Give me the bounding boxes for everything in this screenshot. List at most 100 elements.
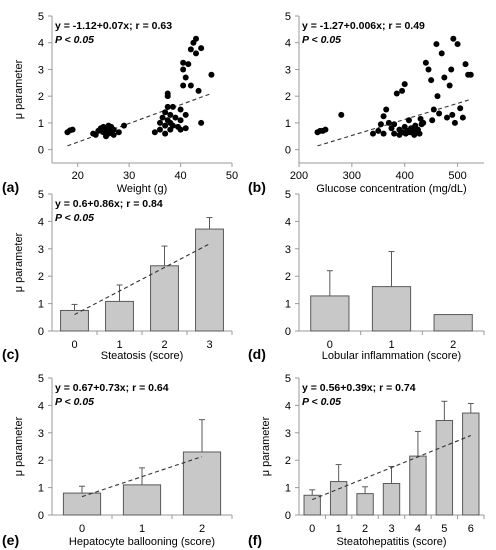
- panel-b: 0 1 2 3 4 5 Glucose concentration (mg/dL) (b) y …: [248, 11, 484, 195]
- data-point: [164, 90, 171, 97]
- panel-letter: (d): [248, 346, 266, 362]
- bar: [435, 419, 454, 516]
- data-point: [401, 81, 408, 88]
- y-tick-label: 5: [38, 11, 44, 23]
- panel-e: 0 1 2 3 4 5 μ parameter Hepatocyte ballooning (…: [2, 373, 233, 548]
- y-tick-label: 3: [285, 64, 291, 76]
- data-point: [375, 127, 382, 134]
- y-tick-label: 1: [285, 118, 291, 130]
- data-point: [110, 126, 117, 133]
- data-point: [187, 46, 194, 53]
- bar: [433, 314, 473, 332]
- x-axis-label: Hepatocyte ballooning (score): [69, 536, 215, 548]
- y-tick-label: 4: [285, 400, 291, 412]
- data-point: [164, 103, 171, 110]
- y-tick-label: 2: [285, 455, 291, 467]
- y-tick-label: 2: [285, 91, 291, 103]
- y-tick-label: 5: [285, 189, 291, 201]
- data-point: [462, 61, 469, 68]
- bar: [122, 484, 162, 516]
- data-point: [180, 59, 187, 66]
- y-axis-label: μ parameter: [13, 232, 25, 292]
- data-point: [177, 117, 184, 124]
- x-tick-label: 0: [71, 339, 77, 351]
- p-value: P < 0.05: [302, 396, 341, 408]
- data-point: [195, 87, 202, 94]
- x-tick-label: 2: [362, 523, 368, 535]
- y-tick-label: 5: [285, 373, 291, 385]
- panel-letter: (f): [248, 532, 262, 548]
- bar: [310, 295, 350, 332]
- y-tick-label: 5: [38, 189, 44, 201]
- data-point: [185, 61, 192, 68]
- data-point: [180, 82, 187, 89]
- x-tick-label: 40: [174, 170, 186, 182]
- data-point: [385, 119, 392, 126]
- x-axis-label: Steatohepatitis (score): [336, 536, 446, 548]
- x-tick-label: 400: [396, 170, 414, 182]
- bar: [356, 493, 374, 516]
- panel-d: 0 1 2 3 4 5 Lobular inflammation (score) (d) 0 1 2: [248, 189, 485, 362]
- data-point: [177, 106, 184, 113]
- y-tick-label: 4: [285, 216, 291, 228]
- bar: [409, 455, 427, 516]
- data-point: [180, 66, 187, 73]
- p-value: P < 0.05: [55, 396, 94, 408]
- x-tick-label: 2: [450, 339, 456, 351]
- x-tick-label: 1: [336, 523, 342, 535]
- bar: [195, 228, 224, 332]
- data-point: [405, 117, 412, 124]
- y-tick-label: 1: [38, 118, 44, 130]
- y-tick-label: 2: [285, 271, 291, 283]
- x-tick-label: 200: [290, 170, 308, 182]
- data-point: [429, 117, 436, 124]
- panel-letter: (c): [2, 346, 19, 362]
- data-point: [110, 131, 117, 138]
- bar: [182, 451, 222, 516]
- data-point: [69, 126, 76, 133]
- y-tick-label: 1: [38, 299, 44, 311]
- data-point: [187, 82, 194, 89]
- regression-equation: y = 0.56+0.39x; r = 0.74: [302, 382, 416, 394]
- y-tick-label: 1: [38, 483, 44, 495]
- data-point: [193, 50, 199, 57]
- y-tick-label: 0: [285, 145, 291, 157]
- bar: [60, 309, 89, 332]
- data-point: [177, 126, 184, 133]
- y-tick-label: 5: [38, 373, 44, 385]
- bar: [329, 481, 348, 516]
- data-point: [193, 35, 199, 42]
- data-point: [448, 66, 455, 73]
- data-point: [338, 111, 345, 118]
- x-axis-label: Steatosis (score): [101, 350, 184, 362]
- trend-line: [312, 435, 471, 501]
- data-point: [454, 41, 461, 48]
- data-point: [420, 119, 427, 126]
- data-point: [459, 114, 466, 121]
- x-tick-label: 1: [116, 339, 122, 351]
- data-point: [182, 74, 189, 81]
- y-tick-label: 1: [285, 483, 291, 495]
- data-point: [157, 119, 163, 126]
- data-point: [182, 125, 189, 132]
- data-point: [422, 59, 429, 66]
- bar: [382, 482, 401, 516]
- data-point: [430, 106, 437, 113]
- y-tick-label: 4: [285, 38, 291, 50]
- y-tick-label: 0: [38, 510, 44, 522]
- x-tick-label: 2: [199, 523, 205, 535]
- data-point: [380, 130, 387, 137]
- y-axis-label: μ parameter: [13, 416, 25, 476]
- x-axis-label: Weight (g): [117, 183, 168, 195]
- trend-line: [74, 243, 210, 316]
- trend-line: [67, 92, 212, 147]
- panel-f: 0 1 2 3 4 5 μ parameter Steatohepatitis (score)…: [248, 373, 485, 548]
- x-tick-label: 4: [415, 523, 421, 535]
- regression-equation: y = 0.6+0.86x; r = 0.84: [55, 198, 163, 210]
- data-point: [438, 50, 445, 57]
- data-point: [370, 130, 376, 137]
- y-tick-label: 2: [38, 91, 44, 103]
- y-axis-label: μ parameter: [13, 59, 25, 119]
- data-point: [416, 130, 423, 137]
- p-value: P < 0.05: [55, 212, 94, 224]
